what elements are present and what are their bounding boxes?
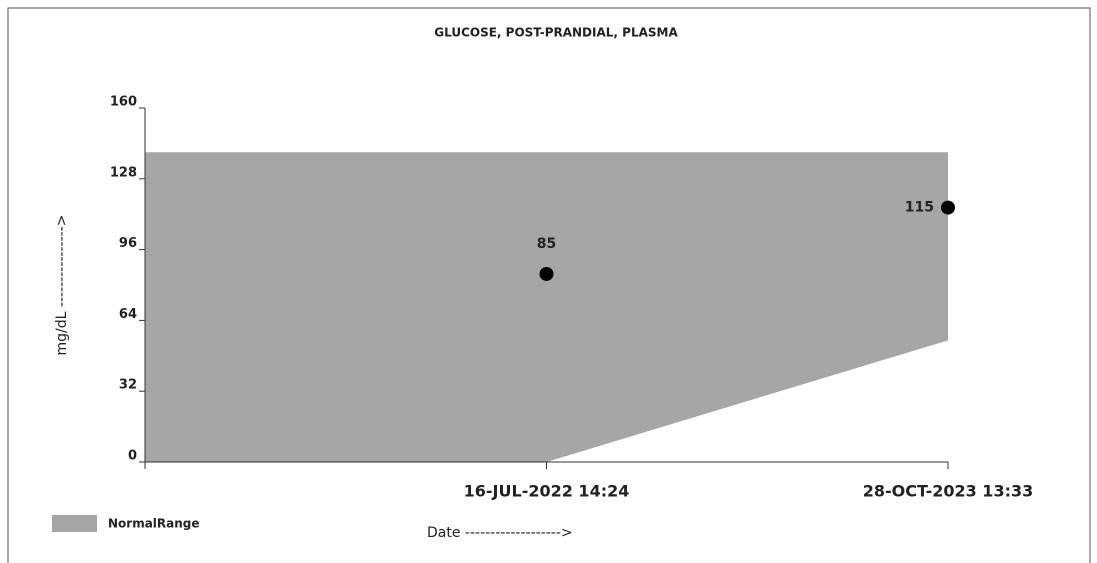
chart-title: GLUCOSE, POST-PRANDIAL, PLASMA xyxy=(434,26,678,40)
x-tick-label: 28-OCT-2023 13:33 xyxy=(863,482,1033,501)
y-axis-label: mg/dL ----------------> xyxy=(54,215,70,356)
frame xyxy=(7,7,1091,563)
y-tick-label: 0 xyxy=(128,449,137,464)
y-tick-label: 96 xyxy=(119,236,137,251)
x-tick-label: 16-JUL-2022 14:24 xyxy=(464,482,630,501)
legend-swatch xyxy=(52,515,97,532)
y-tick-label: 64 xyxy=(119,307,137,322)
normal-range-area xyxy=(145,152,948,462)
legend-label: NormalRange xyxy=(108,517,200,531)
data-label: 85 xyxy=(537,236,556,252)
data-point xyxy=(941,200,955,215)
data-point xyxy=(539,266,554,281)
y-tick-label: 160 xyxy=(110,95,137,110)
x-axis-label: Date -------------------> xyxy=(427,525,573,541)
data-label: 115 xyxy=(905,200,934,216)
y-tick-label: 32 xyxy=(119,378,137,393)
y-tick-label: 128 xyxy=(110,165,137,180)
